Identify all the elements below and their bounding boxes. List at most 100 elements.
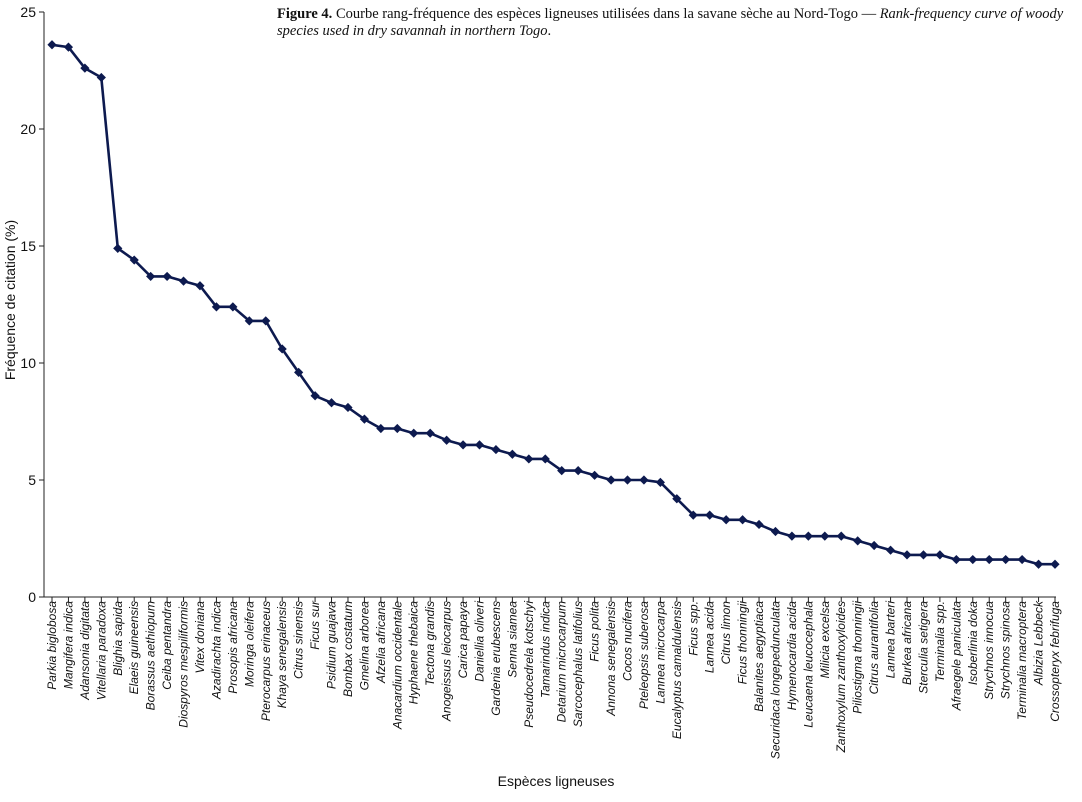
y-tick-label: 25 (20, 4, 36, 20)
data-point-marker (655, 477, 665, 487)
x-tick-label: Citrus aurantifolia (867, 601, 881, 695)
data-point-marker (557, 466, 567, 476)
x-tick-label: Anogeissus leiocarpus (440, 601, 454, 722)
data-point-marker (277, 344, 287, 354)
x-tick-label: Blighia sapida (111, 601, 125, 676)
data-point-marker (80, 63, 90, 73)
y-tick-label: 15 (20, 238, 36, 254)
x-tick-labels: Parkia biglobosa Mangifera indica Adansoni… (45, 600, 1062, 759)
x-tick-label: Moringa oleifera (242, 601, 256, 687)
x-tick-label: Piliostigma thonningii (851, 601, 865, 714)
x-tick-label: Hyphaene thebaica (407, 601, 421, 705)
x-tick-label: Ceiba pentandra (160, 601, 174, 690)
x-tick-label: Adansonia digitata (78, 601, 92, 701)
x-tick-label: Securidaca longepedunculata (768, 601, 782, 759)
data-point-marker (359, 414, 370, 424)
caption-end: . (547, 23, 552, 39)
data-point-marker (442, 435, 452, 445)
x-tick-label: Terminalia macroptera (1015, 601, 1029, 720)
x-tick-label: Strychnos spinosa (999, 601, 1013, 699)
x-tick-label: Parkia biglobosa (45, 601, 59, 690)
x-tick-label: Vitex doniana (193, 601, 207, 674)
data-point-marker (146, 271, 156, 282)
data-point-marker (178, 276, 189, 286)
x-tick-label: Sterculia setigera (916, 601, 930, 694)
x-tick-label: Citrus limon (719, 601, 733, 665)
x-tick-label: Azadirachta indica (209, 601, 223, 700)
x-tick-label: Annona senegalensis (604, 601, 618, 717)
data-point-marker (672, 494, 682, 504)
y-axis: 0 5 10 15 20 25 (20, 4, 45, 605)
y-tick-label: 10 (20, 355, 36, 371)
x-tick-label: Isoberlinia doka (966, 601, 980, 685)
x-tick-label: Pterocarpus erinaceus (259, 601, 273, 721)
data-point-marker (622, 475, 633, 485)
x-tick-label: Daniellia oliveri (473, 601, 487, 682)
x-axis-title: Espèces ligneuses (498, 773, 615, 789)
y-axis-title: Fréquence de citation (%) (2, 220, 18, 380)
data-point-marker (376, 423, 386, 434)
data-point-marker (721, 515, 731, 525)
x-tick-label: Leucaena leucocephala (801, 601, 815, 728)
x-tick-label: Sarcocephalus latifolius (571, 601, 585, 727)
data-point-marker (1017, 554, 1027, 565)
x-tick-label: Ficus sur (308, 600, 322, 650)
x-tick-label: Afzelia africana (374, 601, 388, 684)
caption-english-text: Rank-frequency curve of woody species us… (277, 6, 1064, 39)
data-point-marker (754, 519, 764, 530)
x-tick-label: Gardenia erubescens (489, 601, 503, 716)
x-tick-label: Lannea barteri (884, 601, 898, 679)
data-point-marker (803, 531, 813, 541)
data-point-marker (47, 40, 57, 50)
data-point-marker (491, 444, 501, 455)
data-point-marker (770, 526, 781, 537)
x-tick-label: Carica papaya (456, 601, 470, 679)
data-point-marker (425, 428, 435, 438)
y-tick-label: 5 (28, 472, 36, 488)
series-line-group (47, 40, 1060, 569)
x-tick-label: Vitellaria paradoxa (94, 601, 108, 701)
data-point-marker (507, 449, 517, 459)
x-tick-label: Strychnos innocua (982, 601, 996, 700)
x-tick-label: Citrus sinensis (292, 601, 306, 679)
x-tick-label: Senna siamea (505, 601, 519, 678)
x-tick-label: Anacardium occidentale (390, 601, 404, 730)
data-point-marker (984, 554, 994, 565)
data-point-marker (606, 475, 616, 485)
x-tick-label: Ficus polita (588, 601, 602, 662)
x-tick-label: Khaya senegalensis (275, 601, 289, 708)
data-point-marker (820, 531, 830, 541)
x-tick-label: Crossopteryx febrifuga (1048, 601, 1062, 722)
data-point-marker (458, 440, 468, 450)
x-tick-label: Balanites aegyptiaca (752, 601, 766, 712)
x-tick-label: Mangifera indica (61, 601, 75, 689)
x-tick-label: Cocos nucifera (620, 601, 634, 681)
x-axis-ticks (44, 596, 1056, 602)
data-point-marker (63, 42, 74, 52)
data-point-marker (244, 316, 254, 326)
y-tick-label: 0 (28, 589, 36, 605)
x-tick-label: Milicia excelsa (818, 601, 832, 679)
data-point-marker (918, 550, 929, 560)
data-point-marker (951, 554, 961, 565)
data-point-marker (1050, 559, 1060, 569)
data-point-marker (869, 540, 879, 551)
data-point-marker (326, 398, 337, 408)
x-tick-label: Albizia Lebbeck (1032, 600, 1046, 686)
data-point-marker (310, 391, 320, 401)
x-tick-label: Lannea microcarpa (653, 601, 667, 704)
data-point-marker (162, 271, 172, 282)
x-tick-label: Detarium microcarpum (555, 601, 569, 722)
caption-french-text: Courbe rang-fréquence des espèces ligneu… (332, 6, 880, 22)
x-tick-label: Gmelina arborea (357, 601, 371, 691)
data-point-marker (343, 402, 353, 413)
x-tick-label: Pseudocedrela kotschyi (522, 601, 536, 728)
x-tick-label: Elaeis guineensis (127, 601, 141, 694)
caption-figure-label: Figure 4. (277, 6, 333, 22)
data-point-marker (688, 510, 698, 520)
data-point-marker (902, 550, 912, 560)
data-point-marker (787, 531, 797, 541)
data-point-marker (590, 470, 600, 480)
data-point-marker (935, 550, 945, 560)
